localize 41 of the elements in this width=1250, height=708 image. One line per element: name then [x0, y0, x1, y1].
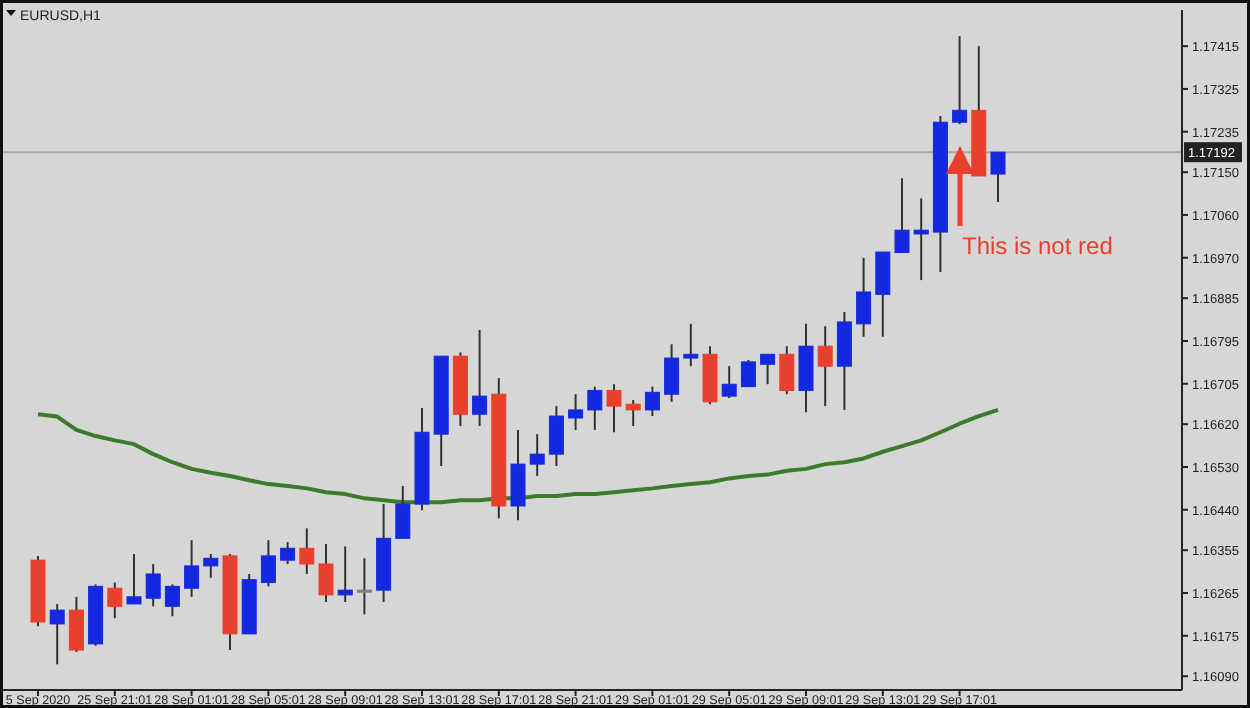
candlestick	[529, 433, 545, 478]
candlestick	[203, 553, 219, 579]
candlestick	[817, 325, 833, 408]
candlestick	[280, 541, 296, 565]
candlestick	[702, 345, 718, 406]
candlestick	[356, 557, 372, 616]
candlestick	[664, 343, 680, 403]
candlestick	[798, 322, 814, 414]
candlestick	[107, 581, 123, 620]
candlestick	[164, 583, 180, 618]
candlestick	[126, 553, 142, 605]
candlestick	[68, 595, 84, 653]
candlestick	[260, 539, 276, 588]
candlestick	[299, 527, 315, 575]
candlestick	[875, 251, 891, 338]
candlestick	[683, 322, 699, 368]
candlestick	[49, 602, 65, 666]
candlestick	[894, 177, 910, 254]
annotation: This is not red	[962, 232, 1113, 260]
candlestick	[318, 543, 334, 604]
candlestick	[740, 358, 756, 388]
candlestick	[760, 353, 776, 386]
candlestick	[836, 310, 852, 411]
candlestick	[337, 545, 353, 604]
candlestick	[548, 405, 564, 468]
candlestick	[952, 35, 968, 126]
candlestick	[721, 365, 737, 400]
candlestick	[856, 256, 872, 338]
candlestick	[568, 393, 584, 431]
candlestick	[644, 385, 660, 418]
candlestick	[145, 562, 161, 608]
candlestick	[587, 385, 603, 431]
candlestick	[913, 197, 929, 282]
candlestick	[990, 151, 1006, 204]
candlestick	[606, 383, 622, 434]
candlestick	[184, 539, 200, 598]
candlestick	[395, 485, 411, 540]
candlestick	[779, 345, 795, 396]
candlestick	[625, 398, 641, 428]
candlestick	[472, 329, 488, 428]
candlestick	[510, 428, 526, 522]
